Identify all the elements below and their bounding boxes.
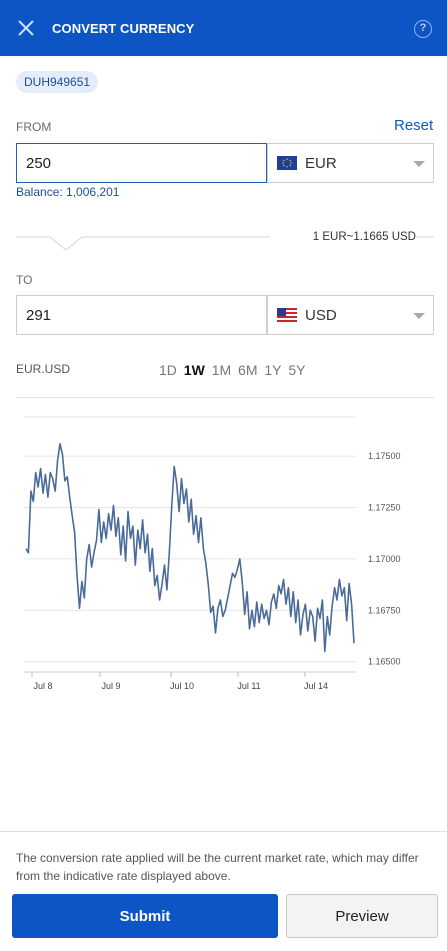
currency-pair-label: EUR.USD (16, 362, 71, 376)
y-tick-label: 1.16500 (368, 657, 401, 667)
eu-flag-icon (277, 156, 297, 170)
x-tick-label: Jul 8 (33, 681, 52, 691)
exchange-rate-text: 1 EUR~1.1665 USD (270, 231, 416, 243)
range-tab-1y[interactable]: 1Y (264, 362, 282, 378)
x-tick-label: Jul 11 (237, 681, 260, 691)
x-tick-label: Jul 9 (101, 681, 120, 691)
range-tab-1w[interactable]: 1W (183, 362, 205, 378)
eur-usd-series-line (25, 442, 355, 653)
y-tick-label: 1.17250 (368, 503, 401, 513)
range-tab-1m[interactable]: 1M (211, 362, 232, 378)
submit-button[interactable]: Submit (12, 894, 278, 938)
to-currency-select[interactable]: USD (267, 295, 434, 335)
range-tab-1d[interactable]: 1D (159, 362, 177, 378)
from-currency-code: EUR (305, 155, 337, 172)
close-icon[interactable] (14, 16, 38, 40)
x-tick-label: Jul 14 (304, 681, 328, 691)
y-tick-label: 1.17500 (368, 451, 401, 461)
chevron-down-icon (413, 161, 425, 167)
account-id-badge: DUH949651 (16, 71, 99, 93)
rate-history-chart: 1.17500 1.17250 1.17000 1.16750 1.16500 Jul 8… (24, 416, 401, 691)
y-tick-label: 1.16750 (368, 605, 401, 615)
rate-divider (16, 236, 434, 251)
preview-button[interactable]: Preview (286, 894, 438, 938)
range-tab-6m[interactable]: 6M (238, 362, 258, 378)
from-label: FROM (16, 120, 52, 134)
range-tab-5y[interactable]: 5Y (288, 362, 306, 378)
reset-link[interactable]: Reset (394, 117, 434, 134)
chevron-down-icon (413, 313, 425, 319)
us-flag-icon (277, 308, 297, 322)
conversion-disclaimer: The conversion rate applied will be the … (16, 851, 419, 883)
to-currency-code: USD (305, 307, 337, 324)
y-tick-label: 1.17000 (368, 554, 401, 564)
page-title: CONVERT CURRENCY (52, 21, 195, 36)
help-icon[interactable]: ? (414, 20, 432, 38)
from-amount-input[interactable] (16, 143, 267, 183)
range-tabs: 1D 1W 1M 6M 1Y 5Y (159, 362, 309, 378)
section-divider (16, 397, 434, 398)
balance-text: Balance: 1,006,201 (16, 185, 120, 199)
header-bar: CONVERT CURRENCY ? (0, 0, 447, 56)
to-amount-input[interactable] (16, 295, 267, 335)
to-label: TO (16, 273, 33, 287)
footer-divider (0, 831, 447, 832)
x-tick-label: Jul 10 (170, 681, 194, 691)
from-currency-select[interactable]: EUR (267, 143, 434, 183)
